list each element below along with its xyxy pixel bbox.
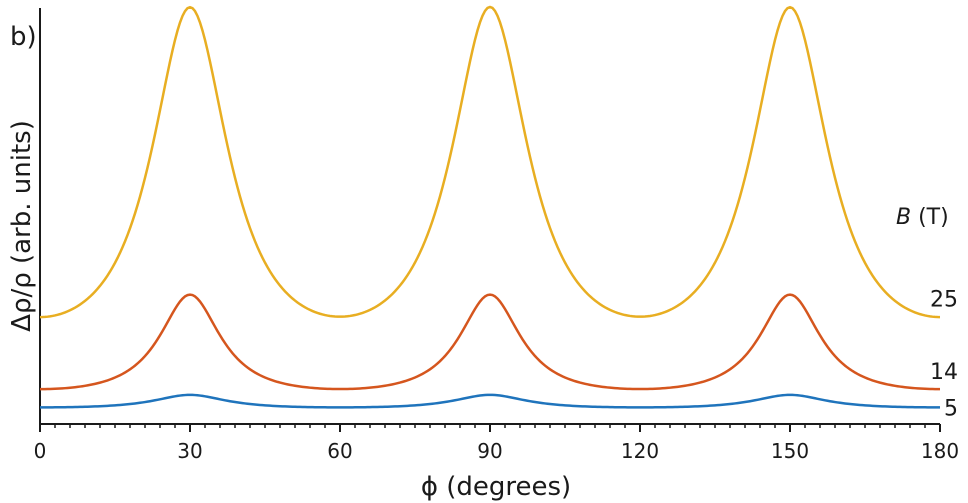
series-lines (39, 5, 941, 409)
panel-label: b) (10, 22, 37, 52)
x-tick-label: 0 (34, 439, 47, 463)
legend-title-unit: (T) (911, 205, 949, 230)
x-axis-label: ϕ (degrees) (421, 472, 571, 502)
axes (39, 8, 940, 425)
legend-title: B (T) (896, 205, 949, 230)
series-labels: 25 14 5 (930, 288, 958, 422)
legend-title-symbol: B (896, 205, 911, 230)
series-label-5: 5 (944, 396, 958, 421)
y-axis-label: Δρ/ρ (arb. units) (7, 120, 37, 332)
series-label-25: 25 (930, 288, 958, 313)
series-label-14: 14 (930, 360, 958, 385)
x-tick-label: 150 (771, 439, 809, 463)
series-line-14 (39, 293, 941, 391)
series-line-25 (39, 5, 941, 319)
x-tick-labels: 0 30 60 90 120 150 180 (34, 439, 959, 463)
x-tick-label: 180 (921, 439, 959, 463)
x-tick-label: 30 (177, 439, 202, 463)
x-tick-label: 120 (621, 439, 659, 463)
series-line-5 (39, 393, 941, 409)
x-ticks (39, 424, 941, 432)
x-tick-label: 60 (327, 439, 352, 463)
x-tick-label: 90 (477, 439, 502, 463)
